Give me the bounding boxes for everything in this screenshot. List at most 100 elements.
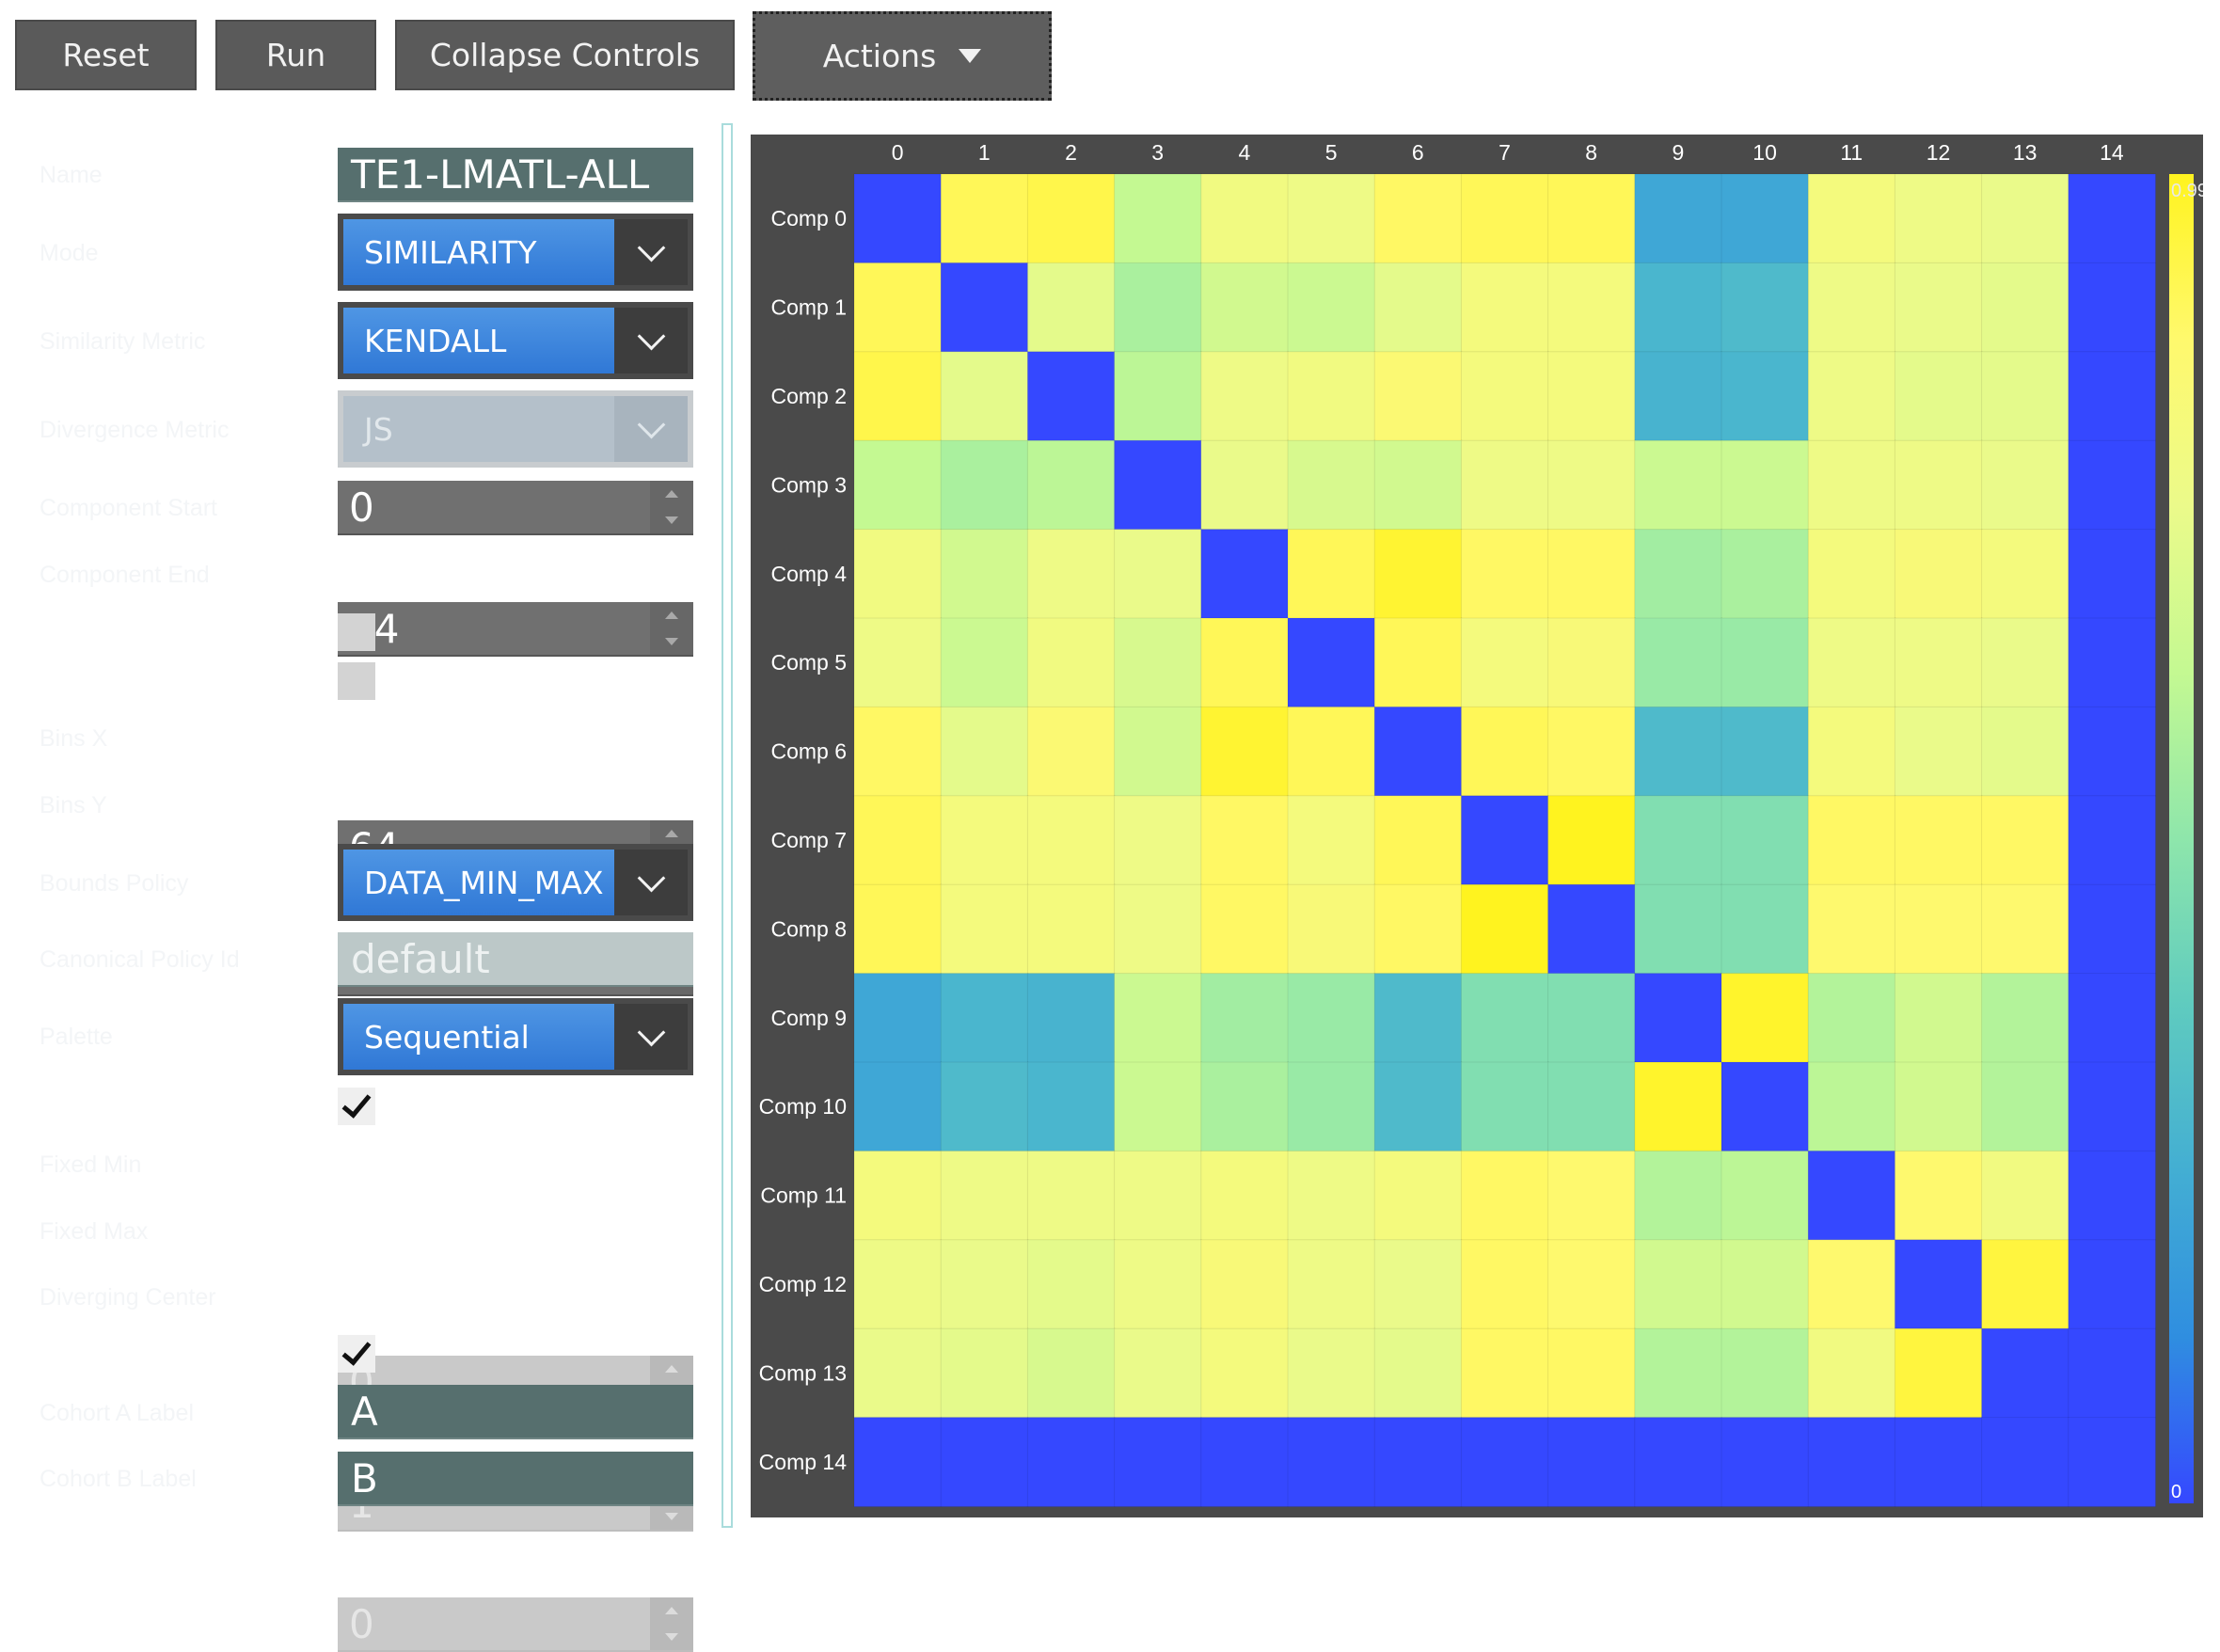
heatmap-cell[interactable]	[1026, 617, 1116, 708]
heatmap-cell[interactable]	[1373, 617, 1463, 708]
heatmap-cell[interactable]	[1547, 173, 1636, 264]
panel-splitter[interactable]	[722, 123, 733, 1528]
heatmap-cell[interactable]	[1114, 439, 1202, 531]
heatmap-cell[interactable]	[1460, 617, 1549, 708]
heatmap-cell[interactable]	[1720, 439, 1810, 531]
heatmap-cell[interactable]	[1981, 1239, 2069, 1330]
heatmap-cell[interactable]	[1634, 262, 1722, 353]
heatmap-cell[interactable]	[1981, 439, 2069, 531]
heatmap-cell[interactable]	[1373, 351, 1463, 442]
heatmap-cell[interactable]	[1460, 1150, 1549, 1241]
divergence-metric-select[interactable]: JS	[338, 390, 693, 468]
heatmap-cell[interactable]	[1026, 1239, 1116, 1330]
heatmap-cell[interactable]	[2068, 617, 2157, 708]
heatmap-cell[interactable]	[1287, 173, 1376, 264]
heatmap-cell[interactable]	[1200, 973, 1289, 1063]
heatmap-cell[interactable]	[1894, 262, 1983, 353]
checkbox-2[interactable]	[338, 662, 375, 700]
heatmap-cell[interactable]	[1634, 617, 1722, 708]
heatmap-cell[interactable]	[1373, 173, 1463, 264]
heatmap-cell[interactable]	[1547, 706, 1636, 797]
heatmap-cell[interactable]	[1720, 973, 1810, 1063]
heatmap-cell[interactable]	[1373, 795, 1463, 886]
heatmap-cell[interactable]	[1460, 1327, 1549, 1419]
heatmap-cell[interactable]	[1114, 973, 1202, 1063]
heatmap-cell[interactable]	[1981, 1061, 2069, 1152]
heatmap-cell[interactable]	[1720, 706, 1810, 797]
heatmap-cell[interactable]	[853, 1150, 943, 1241]
heatmap-cell[interactable]	[1547, 973, 1636, 1063]
heatmap-cell[interactable]	[1460, 1239, 1549, 1330]
heatmap-cell[interactable]	[1634, 439, 1722, 531]
heatmap-cell[interactable]	[940, 1327, 1029, 1419]
heatmap-cell[interactable]	[1894, 1239, 1983, 1330]
heatmap-cell[interactable]	[1026, 1061, 1116, 1152]
heatmap-cell[interactable]	[853, 1327, 943, 1419]
heatmap-cell[interactable]	[1807, 617, 1896, 708]
heatmap-cell[interactable]	[1894, 439, 1983, 531]
heatmap-cell[interactable]	[1981, 262, 2069, 353]
heatmap-cell[interactable]	[1026, 883, 1116, 975]
heatmap-cell[interactable]	[1894, 529, 1983, 620]
heatmap-cell[interactable]	[1720, 262, 1810, 353]
heatmap-cell[interactable]	[1287, 1061, 1376, 1152]
heatmap-cell[interactable]	[1200, 1417, 1289, 1507]
heatmap-cell[interactable]	[1114, 883, 1202, 975]
heatmap-cell[interactable]	[1807, 1150, 1896, 1241]
spinner-arrows-icon[interactable]	[650, 481, 693, 533]
heatmap-cell[interactable]	[1894, 1061, 1983, 1152]
heatmap-cell[interactable]	[940, 1417, 1029, 1507]
heatmap-cell[interactable]	[1981, 173, 2069, 264]
heatmap-cell[interactable]	[1026, 439, 1116, 531]
heatmap-cell[interactable]	[2068, 351, 2157, 442]
heatmap-cell[interactable]	[1981, 617, 2069, 708]
cohort-b-input[interactable]: B	[338, 1452, 693, 1506]
heatmap-cell[interactable]	[1894, 795, 1983, 886]
heatmap-cell[interactable]	[1026, 529, 1116, 620]
heatmap-cell[interactable]	[1720, 351, 1810, 442]
heatmap-cell[interactable]	[1720, 1239, 1810, 1330]
heatmap-cell[interactable]	[1981, 706, 2069, 797]
bounds-policy-select[interactable]: DATA_MIN_MAX	[338, 844, 693, 921]
heatmap-cell[interactable]	[1894, 883, 1983, 975]
heatmap-cell[interactable]	[1460, 1061, 1549, 1152]
heatmap-cell[interactable]	[940, 439, 1029, 531]
heatmap-cell[interactable]	[2068, 529, 2157, 620]
heatmap-cell[interactable]	[1287, 1327, 1376, 1419]
heatmap-cell[interactable]	[1634, 1327, 1722, 1419]
heatmap-cell[interactable]	[1114, 1327, 1202, 1419]
heatmap-cell[interactable]	[1026, 173, 1116, 264]
heatmap-cell[interactable]	[940, 973, 1029, 1063]
heatmap-cell[interactable]	[1720, 1417, 1810, 1507]
heatmap-cell[interactable]	[1981, 1327, 2069, 1419]
heatmap-cell[interactable]	[1200, 617, 1289, 708]
spinner-arrows-icon[interactable]	[650, 602, 693, 655]
heatmap-cell[interactable]	[2068, 1327, 2157, 1419]
heatmap-cell[interactable]	[1807, 529, 1896, 620]
heatmap-cell[interactable]	[1200, 795, 1289, 886]
heatmap-cell[interactable]	[1894, 1417, 1983, 1507]
heatmap-cell[interactable]	[1720, 529, 1810, 620]
heatmap-cell[interactable]	[853, 883, 943, 975]
heatmap-cell[interactable]	[940, 883, 1029, 975]
heatmap-cell[interactable]	[1547, 1417, 1636, 1507]
heatmap-cell[interactable]	[1460, 173, 1549, 264]
heatmap-cell[interactable]	[1114, 173, 1202, 264]
heatmap-cell[interactable]	[1981, 795, 2069, 886]
heatmap-cell[interactable]	[1200, 1150, 1289, 1241]
heatmap-cell[interactable]	[1460, 973, 1549, 1063]
heatmap-cell[interactable]	[1373, 529, 1463, 620]
heatmap-cell[interactable]	[853, 1061, 943, 1152]
heatmap-cell[interactable]	[1460, 351, 1549, 442]
heatmap-cell[interactable]	[940, 529, 1029, 620]
heatmap-cell[interactable]	[2068, 706, 2157, 797]
heatmap-cell[interactable]	[940, 795, 1029, 886]
heatmap-cell[interactable]	[1807, 351, 1896, 442]
heatmap-cell[interactable]	[1894, 617, 1983, 708]
diverging-center-input[interactable]: 0	[338, 1597, 693, 1652]
heatmap-cell[interactable]	[1287, 883, 1376, 975]
heatmap-cell[interactable]	[1720, 1150, 1810, 1241]
heatmap-cell[interactable]	[2068, 1239, 2157, 1330]
heatmap-cell[interactable]	[1026, 1150, 1116, 1241]
heatmap-cell[interactable]	[1114, 351, 1202, 442]
